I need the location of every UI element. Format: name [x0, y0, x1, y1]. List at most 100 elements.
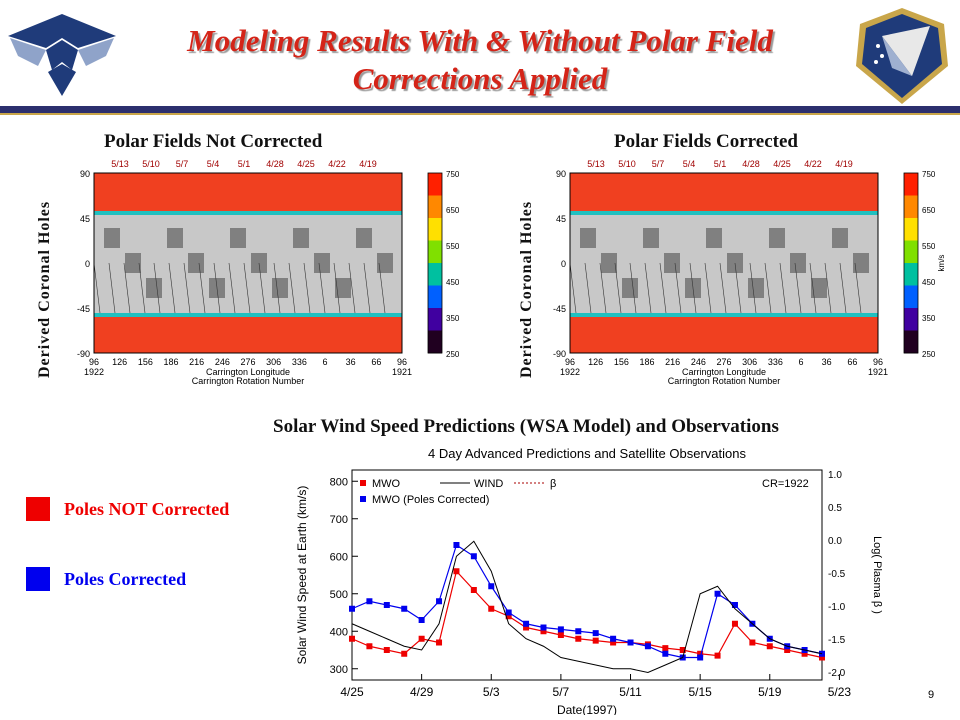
- field-line: [629, 262, 637, 314]
- y2tick-label: 0.0: [828, 536, 842, 547]
- xtick-label: 5/23: [828, 685, 852, 699]
- field-line: [273, 262, 281, 314]
- series-point: [784, 647, 791, 653]
- coronal-patch: [377, 253, 393, 273]
- series-point: [592, 630, 599, 637]
- lat-tick: -45: [77, 304, 90, 314]
- colorbar-frame: [427, 172, 443, 354]
- colorbar-segment: [428, 285, 442, 309]
- series-point: [610, 639, 617, 646]
- lon-tick: 66: [847, 357, 857, 367]
- colorbar-segment: [904, 195, 918, 219]
- series-point: [470, 553, 477, 560]
- lon-tick: 96: [397, 357, 407, 367]
- colorbar-tick: 550: [446, 242, 460, 251]
- coronal-patch: [146, 278, 162, 298]
- top-date-label: 4/19: [835, 159, 853, 169]
- x-axis-label: Date(1997): [557, 703, 617, 715]
- y2tick-label: -1.0: [828, 602, 846, 613]
- south-polar-region: [570, 315, 878, 353]
- lon-tick: 6: [798, 357, 803, 367]
- series-point: [505, 613, 512, 620]
- colorbar-tick: 350: [446, 314, 460, 323]
- legend-blue-swatch: [26, 567, 50, 591]
- series-point: [418, 635, 425, 642]
- colorbar-tick: 650: [922, 206, 936, 215]
- field-line: [303, 262, 311, 314]
- series-point: [801, 650, 808, 657]
- lon-tick: 6: [322, 357, 327, 367]
- lon-tick: 96: [873, 357, 883, 367]
- lon-tick: 336: [292, 357, 307, 367]
- top-date-label: 5/13: [587, 159, 605, 169]
- series-point: [540, 628, 547, 635]
- lon-tick: 216: [189, 357, 204, 367]
- top-date-label: 5/4: [207, 159, 220, 169]
- series-point: [349, 605, 355, 612]
- coronal-patch: [272, 278, 288, 298]
- colorbar-unit: km/s: [937, 255, 946, 272]
- lon-tick: 96: [565, 357, 575, 367]
- cr-left: 1922: [84, 367, 104, 377]
- top-date-label: 5/10: [142, 159, 160, 169]
- lon-tick: 126: [112, 357, 127, 367]
- north-polar-region: [570, 173, 878, 213]
- lon-tick: 336: [768, 357, 783, 367]
- colorbar-segment: [904, 218, 918, 241]
- coronal-patch: [790, 253, 806, 273]
- left-coronal-map: 5/13 5/10 5/7 5/4 5/1 4/28 4/25 4/22 4/19 90 45 0 -4…: [72, 155, 470, 395]
- coronal-patch: [125, 253, 141, 273]
- top-date-label: 5/10: [618, 159, 636, 169]
- series-point: [436, 639, 443, 646]
- coronal-patch: [314, 253, 330, 273]
- north-polar-region: [94, 173, 402, 213]
- field-line: [794, 262, 802, 314]
- field-line: [168, 262, 176, 314]
- field-line: [614, 262, 622, 314]
- left-map-ylabel: Derived Coronal Holes: [36, 200, 53, 378]
- series-line: [351, 570, 823, 659]
- y2-axis-label: Log( Plasma β ): [871, 536, 883, 614]
- colorbar-tick: 650: [446, 206, 460, 215]
- colorbar-segment: [428, 240, 442, 264]
- top-date-label: 4/19: [359, 159, 377, 169]
- header-rule-accent: [0, 113, 960, 115]
- series-point: [731, 602, 738, 608]
- field-line: [123, 262, 131, 314]
- field-line: [839, 262, 847, 314]
- field-line: [93, 262, 101, 314]
- series-point: [488, 605, 495, 612]
- xlabel-rotation: Carrington Rotation Number: [192, 376, 305, 386]
- xtick-label: 5/11: [619, 685, 642, 699]
- field-line: [734, 262, 742, 314]
- field-line: [719, 262, 727, 314]
- lat-tick: 0: [85, 259, 90, 269]
- colorbar-tick: 350: [922, 314, 936, 323]
- xtick-label: 5/15: [688, 685, 712, 699]
- coronal-patch: [643, 228, 659, 248]
- lon-tick: 126: [588, 357, 603, 367]
- right-coronal-map: 5/13 5/10 5/7 5/4 5/1 4/28 4/25 4/22 4/19 90 45 0 -4…: [548, 155, 948, 395]
- right-map-ylabel: Derived Coronal Holes: [518, 200, 535, 378]
- colorbar-tick: 250: [922, 350, 936, 359]
- chart-title: 4 Day Advanced Predictions and Satellite…: [428, 446, 746, 461]
- coronal-patch: [293, 228, 309, 248]
- field-line: [213, 262, 221, 314]
- lon-tick: 216: [665, 357, 680, 367]
- series-point: [383, 602, 390, 608]
- series-point: [488, 583, 495, 590]
- series-point: [505, 609, 512, 616]
- field-line: [779, 262, 787, 314]
- legend-marker-mwo: [360, 480, 366, 486]
- map-frame: [569, 172, 879, 354]
- field-line: [644, 262, 652, 314]
- series-point: [453, 568, 460, 575]
- ytick-label: 500: [330, 589, 348, 601]
- south-polar-region: [94, 315, 402, 353]
- coronal-patch: [335, 278, 351, 298]
- series-point: [453, 542, 460, 548]
- xlabel-longitude: Carrington Longitude: [206, 367, 290, 377]
- title-line-1: Modeling Results With & Without Polar Fi…: [187, 23, 773, 58]
- xlabel-longitude: Carrington Longitude: [682, 367, 766, 377]
- series-point: [714, 590, 721, 597]
